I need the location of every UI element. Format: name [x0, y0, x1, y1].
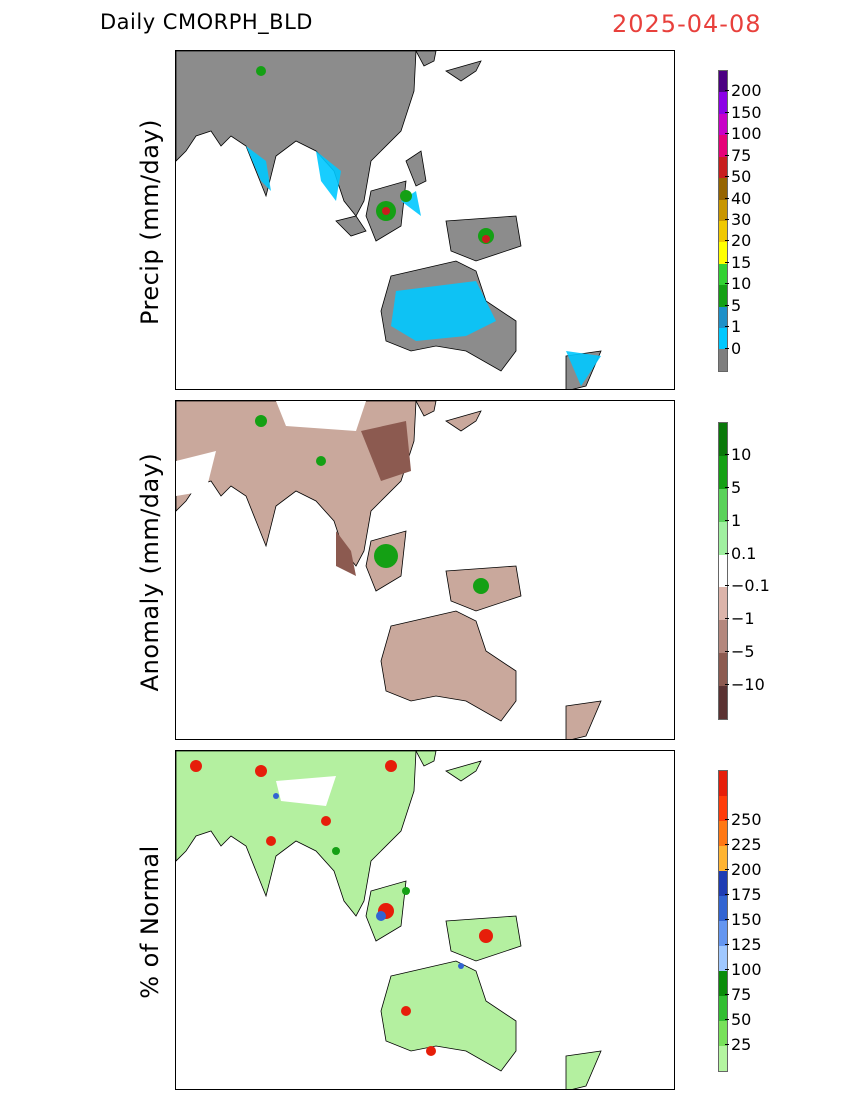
colorbar-segment	[719, 686, 727, 719]
colorbar-segment	[719, 242, 727, 264]
precip-panel-label: Precip (mm/day)	[136, 118, 164, 326]
colorbar-segment	[719, 263, 727, 286]
colorbar-segment	[719, 620, 727, 654]
colorbar-segment	[719, 135, 727, 157]
colorbar-segment	[719, 199, 727, 221]
colorbar-segment	[719, 971, 727, 996]
land-masses	[176, 51, 602, 389]
colorbar-segment	[719, 220, 727, 243]
colorbar-segment	[719, 455, 727, 489]
anomaly-panel-label: Anomaly (mm/day)	[136, 452, 164, 692]
colorbar-tick-label: −10	[725, 675, 765, 695]
precip-panel: Precip (mm/day)	[0, 50, 850, 395]
colorbar-segment	[719, 796, 727, 821]
colorbar-segment	[719, 1021, 727, 1046]
colorbar-segment	[719, 587, 727, 621]
colorbar-tick-label: 175	[725, 885, 762, 904]
colorbar-segment	[719, 488, 727, 522]
colorbar-tick-label: 50	[724, 167, 752, 187]
precip-map	[175, 50, 675, 390]
precip-red-spots	[382, 207, 490, 243]
anomaly-dry-areas	[336, 421, 411, 576]
precip-cyan-areas	[246, 146, 601, 386]
anomaly-panel: Anomaly (mm/day)	[0, 400, 850, 745]
colorbar-tick-label: 200	[725, 860, 762, 879]
precip-colorbar	[718, 70, 728, 372]
colorbar-tick-label: 150	[725, 102, 762, 122]
colorbar-segment	[719, 156, 727, 179]
normal-panel-label: % of Normal	[136, 845, 164, 999]
normal-colorbar	[718, 770, 728, 1072]
colorbar-segment	[719, 178, 727, 200]
colorbar-segment	[719, 653, 727, 686]
normal-blue-spots	[273, 793, 464, 969]
colorbar-tick-label: 250	[725, 810, 762, 829]
colorbar-segment	[719, 921, 727, 946]
colorbar-tick-label: 150	[725, 910, 762, 929]
colorbar-tick-label: 5	[724, 477, 742, 497]
colorbar-tick-label: 0.1	[724, 543, 757, 563]
colorbar-tick-label: 10	[724, 444, 752, 464]
colorbar-tick-label: 0	[724, 338, 742, 358]
normal-map	[175, 750, 675, 1090]
colorbar-tick-label: 200	[725, 81, 762, 101]
colorbar-segment	[719, 946, 727, 971]
colorbar-segment	[719, 306, 727, 329]
colorbar-segment	[719, 285, 727, 307]
colorbar-segment	[719, 846, 727, 871]
colorbar-segment	[719, 92, 727, 114]
colorbar-tick-label: 15	[724, 252, 752, 272]
colorbar-tick-label: 75	[724, 145, 752, 165]
precip-map-graphic	[176, 51, 602, 389]
header-date: 2025-04-08	[612, 10, 762, 38]
colorbar-tick-label: 75	[724, 985, 752, 1004]
colorbar-segment	[719, 521, 727, 555]
colorbar-tick-label: 10	[724, 274, 752, 294]
anomaly-white-areas	[176, 401, 366, 496]
anomaly-wet-areas	[255, 415, 489, 594]
colorbar-tick-label: 1	[724, 510, 742, 530]
normal-panel: % of Normal	[0, 750, 850, 1095]
colorbar-segment	[719, 871, 727, 896]
colorbar-tick-label: −1	[725, 609, 755, 629]
colorbar-tick-label: 125	[725, 935, 762, 954]
anomaly-land-masses	[176, 401, 602, 739]
colorbar-tick-label: 1	[724, 317, 742, 337]
normal-green-spots	[332, 847, 410, 895]
colorbar-tick-label: 20	[724, 231, 752, 251]
normal-land-masses	[176, 751, 602, 1089]
colorbar-tick-label: 100	[725, 124, 762, 144]
colorbar-tick-label: 30	[724, 210, 752, 229]
normal-map-graphic	[176, 751, 602, 1089]
colorbar-segment	[719, 113, 727, 136]
anomaly-map-graphic	[176, 401, 602, 739]
colorbar-segment	[719, 328, 727, 350]
normal-white-areas	[276, 776, 336, 806]
colorbar-tick-label: 5	[724, 295, 742, 315]
header-title: Daily CMORPH_BLD	[100, 10, 313, 34]
colorbar-segment	[719, 1046, 727, 1071]
colorbar-segment	[719, 71, 727, 93]
colorbar-segment	[719, 349, 727, 371]
anomaly-map	[175, 400, 675, 740]
colorbar-tick-label: −5	[725, 642, 755, 662]
colorbar-tick-label: 50	[724, 1010, 752, 1029]
colorbar-tick-label: 40	[724, 188, 752, 208]
colorbar-segment	[719, 771, 727, 796]
colorbar-segment	[719, 821, 727, 846]
colorbar-tick-label: 100	[725, 960, 762, 979]
colorbar-segment	[719, 896, 727, 921]
colorbar-tick-label: 225	[725, 835, 762, 854]
colorbar-segment	[719, 554, 727, 588]
colorbar-tick-label: 25	[724, 1035, 752, 1054]
anomaly-colorbar	[718, 422, 728, 720]
colorbar-segment	[719, 996, 727, 1021]
colorbar-tick-label: −0.1	[725, 576, 770, 596]
colorbar-segment	[719, 423, 727, 456]
